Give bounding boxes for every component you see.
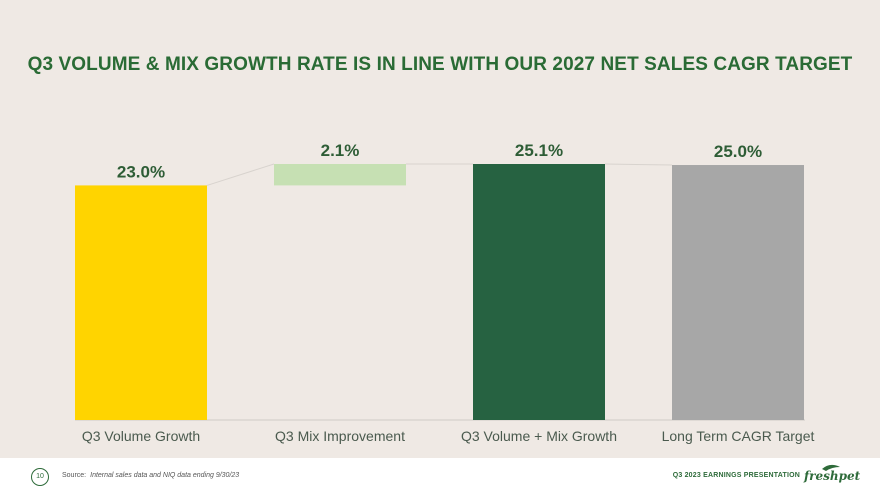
data-label: 2.1% — [321, 141, 360, 160]
presentation-label: Q3 2023 EARNINGS PRESENTATION — [672, 472, 800, 479]
bar-long-term-cagr-target — [672, 165, 804, 420]
connector-line — [604, 163, 673, 166]
data-label: 23.0% — [117, 162, 165, 181]
category-label: Q3 Volume Growth — [82, 428, 200, 444]
data-label: 25.1% — [515, 141, 563, 160]
logo-text: freshpet — [804, 469, 861, 483]
source-text: Internal sales data and NIQ data ending … — [90, 472, 240, 479]
connector-line — [206, 163, 275, 186]
logo-leaf-icon — [822, 464, 840, 471]
category-label: Q3 Mix Improvement — [275, 428, 405, 444]
source-key: Source: — [62, 472, 87, 479]
footer: 10 Source: Internal sales data and NIQ da… — [0, 458, 880, 495]
bar-q3-volume-mix-growth — [473, 164, 605, 420]
category-label: Long Term CAGR Target — [662, 428, 815, 444]
slide-title: Q3 VOLUME & MIX GROWTH RATE IS IN LINE W… — [27, 54, 853, 75]
bar-q3-mix-improvement — [274, 164, 406, 186]
waterfall-chart: 23.0% Q3 Volume Growth 2.1% Q3 Mix Improvem… — [75, 141, 815, 444]
page-number: 10 — [31, 468, 49, 486]
freshpet-logo: freshpet — [804, 463, 860, 489]
bar-q3-volume-growth — [75, 185, 207, 420]
source-note: Source: Internal sales data and NIQ data … — [62, 472, 239, 479]
category-label: Q3 Volume + Mix Growth — [461, 428, 617, 444]
data-label: 25.0% — [714, 142, 762, 161]
